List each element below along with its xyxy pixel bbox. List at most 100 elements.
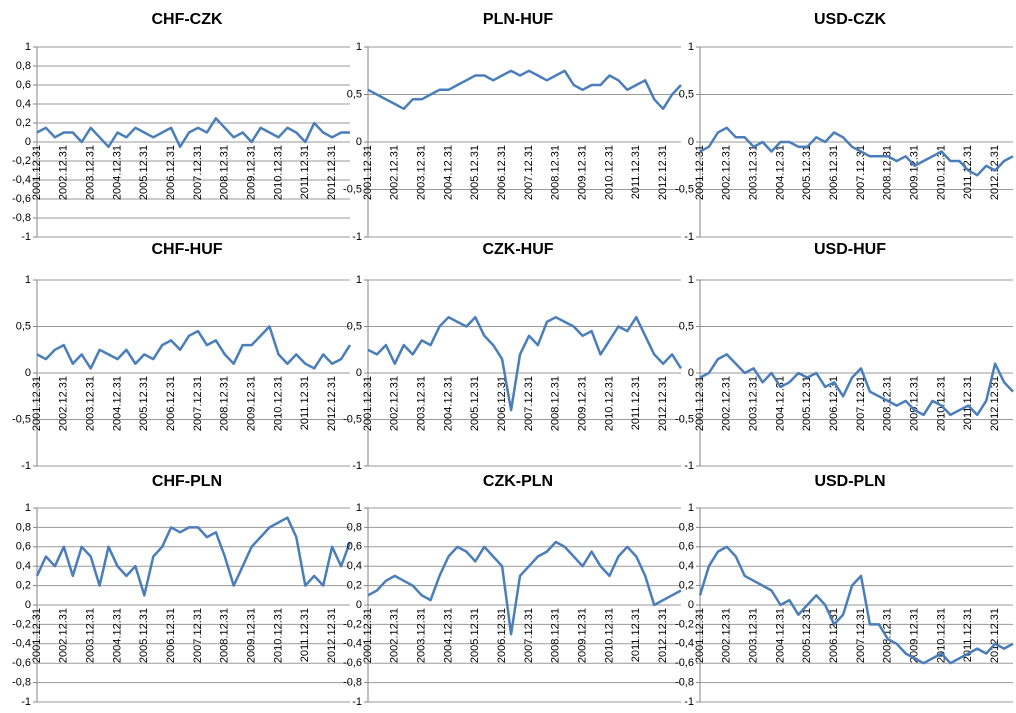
x-tick-label: 2002.12.31: [58, 608, 70, 663]
x-tick-label: 2011.12.31: [962, 376, 974, 430]
x-tick-label: 2010.12.31: [603, 145, 615, 200]
x-tick-label: 2010.12.31: [935, 376, 947, 431]
y-tick-label: 1: [688, 502, 694, 514]
chart-title: CZK-PLN: [483, 473, 553, 490]
x-tick-label: 2012.12.31: [657, 145, 669, 200]
x-tick-label: 2011.12.31: [630, 608, 642, 662]
x-tick-label: 2004.12.31: [111, 145, 123, 200]
x-tick-label: 2009.12.31: [577, 608, 589, 663]
x-tick-label: 2012.12.31: [326, 145, 338, 200]
y-tick-label: 0: [688, 136, 694, 148]
x-tick-label: 2005.12.31: [469, 145, 481, 200]
chart-panel: CHF-HUF -1 -0,5 0 0,5 1 2001.12.31 2002.12.31 20…: [12, 241, 352, 472]
y-tick-label: -0,2: [12, 618, 31, 630]
y-tick-label: -0,6: [343, 657, 362, 669]
y-tick-label: 0,4: [16, 560, 31, 572]
y-tick-label: -0,4: [675, 638, 694, 650]
y-tick-label: 0,4: [347, 560, 362, 572]
x-tick-label: 2003.12.31: [416, 376, 428, 431]
x-tick-label: 2005.12.31: [138, 145, 150, 200]
x-tick-label: 2002.12.31: [58, 145, 70, 200]
x-tick-label: 2012.12.31: [657, 376, 669, 431]
x-tick-label: 2006.12.31: [496, 376, 508, 431]
chart-panel: CHF-CZK -1 -0,8 -0,6 -0,4 -0,2 0 0,2 0,4 0,6 0,8 1 2…: [12, 11, 350, 243]
y-tick-label: -0,2: [12, 155, 31, 167]
x-tick-label: 2007.12.31: [192, 376, 204, 431]
x-tick-label: 2003.12.31: [748, 145, 760, 200]
y-tick-label: -0,4: [12, 174, 31, 186]
x-tick-label: 2012.12.31: [989, 608, 1001, 663]
y-tick-label: -0,6: [675, 657, 694, 669]
x-tick-label: 2001.12.31: [31, 376, 43, 431]
y-tick-label: -0,5: [675, 413, 694, 425]
x-tick-label: 2009.12.31: [909, 608, 921, 663]
y-tick-label: 0,5: [16, 320, 31, 332]
series-line: [36, 117, 350, 149]
y-tick-label: 0: [356, 136, 362, 148]
y-tick-label: -0,4: [343, 638, 362, 650]
y-tick-label: 0: [25, 136, 31, 148]
x-tick-label: 2012.12.31: [326, 608, 338, 663]
x-tick-label: 2006.12.31: [165, 376, 177, 431]
y-tick-label: 1: [25, 502, 31, 514]
x-tick-label: 2009.12.31: [909, 376, 921, 431]
chart-title: CZK-HUF: [482, 241, 553, 258]
x-tick-label: 2007.12.31: [523, 376, 535, 431]
y-tick-label: -1: [21, 231, 31, 243]
chart-panel: CZK-HUF -1 -0,5 0 0,5 1 2001.12.31 2002.12.31 20…: [343, 241, 683, 472]
x-tick-label: 2008.12.31: [550, 376, 562, 431]
y-tick-label: -1: [21, 696, 31, 708]
y-tick-label: 0,5: [347, 88, 362, 100]
chart-panel: CHF-PLN -1 -0,8 -0,6 -0,4 -0,2 0 0,2 0,4 0,6 0,8 1 2…: [12, 473, 352, 708]
chart-panel: PLN-HUF -1 -0,5 0 0,5 1 2001.12.31 2002.12.31 20…: [343, 11, 682, 243]
x-tick-label: 2011.12.31: [299, 376, 311, 430]
series-line: [367, 540, 682, 636]
x-tick-label: 2002.12.31: [721, 608, 733, 663]
y-tick-label: 1: [25, 274, 31, 286]
series-line: [699, 353, 1014, 417]
y-tick-label: -0,2: [343, 618, 362, 630]
y-tick-label: -0,6: [12, 193, 31, 205]
chart-title: USD-PLN: [814, 473, 885, 490]
y-tick-label: 1: [356, 502, 362, 514]
series-line: [698, 545, 1014, 665]
x-tick-label: 2006.12.31: [496, 608, 508, 663]
x-tick-label: 2009.12.31: [577, 145, 589, 200]
x-tick-label: 2001.12.31: [694, 608, 706, 663]
chart-title: PLN-HUF: [483, 11, 553, 28]
chart-title: USD-HUF: [814, 241, 886, 258]
y-tick-label: -1: [684, 696, 694, 708]
y-tick-label: 0,8: [679, 521, 694, 533]
x-tick-label: 2010.12.31: [272, 145, 284, 200]
x-tick-label: 2006.12.31: [828, 376, 840, 431]
x-tick-label: 2011.12.31: [630, 145, 642, 199]
x-tick-label: 2007.12.31: [855, 376, 867, 431]
chart-panel: USD-PLN -1 -0,8 -0,6 -0,4 -0,2 0 0,2 0,4 0,6 0,8 1 2…: [675, 473, 1014, 708]
chart-title: USD-CZK: [814, 11, 886, 28]
y-tick-label: 1: [25, 41, 31, 53]
y-tick-label: -1: [352, 460, 362, 472]
x-tick-label: 2008.12.31: [882, 145, 894, 200]
x-tick-label: 2001.12.31: [362, 145, 374, 200]
y-tick-label: -0,5: [675, 183, 694, 195]
y-tick-label: 0: [688, 367, 694, 379]
x-tick-label: 2002.12.31: [389, 145, 401, 200]
x-tick-label: 2003.12.31: [85, 376, 97, 431]
series-line: [367, 315, 683, 412]
x-tick-label: 2007.12.31: [192, 608, 204, 663]
y-tick-label: 0,6: [347, 541, 362, 553]
y-tick-label: -0,5: [343, 183, 362, 195]
chart-title: CHF-PLN: [152, 473, 222, 490]
y-tick-label: 1: [356, 274, 362, 286]
y-tick-label: 0,4: [679, 560, 694, 572]
x-tick-label: 2010.12.31: [272, 376, 284, 431]
chart-panel: CZK-PLN -1 -0,8 -0,6 -0,4 -0,2 0 0,2 0,4 0,6 0,8 1 2…: [343, 473, 682, 708]
x-tick-label: 2004.12.31: [442, 376, 454, 431]
x-tick-label: 2005.12.31: [801, 145, 813, 200]
x-tick-label: 2003.12.31: [748, 608, 760, 663]
x-tick-label: 2009.12.31: [246, 145, 258, 200]
y-tick-label: -0,5: [343, 413, 362, 425]
y-tick-label: 0,8: [347, 521, 362, 533]
chart-title: CHF-CZK: [151, 11, 223, 28]
y-tick-label: 0: [688, 599, 694, 611]
